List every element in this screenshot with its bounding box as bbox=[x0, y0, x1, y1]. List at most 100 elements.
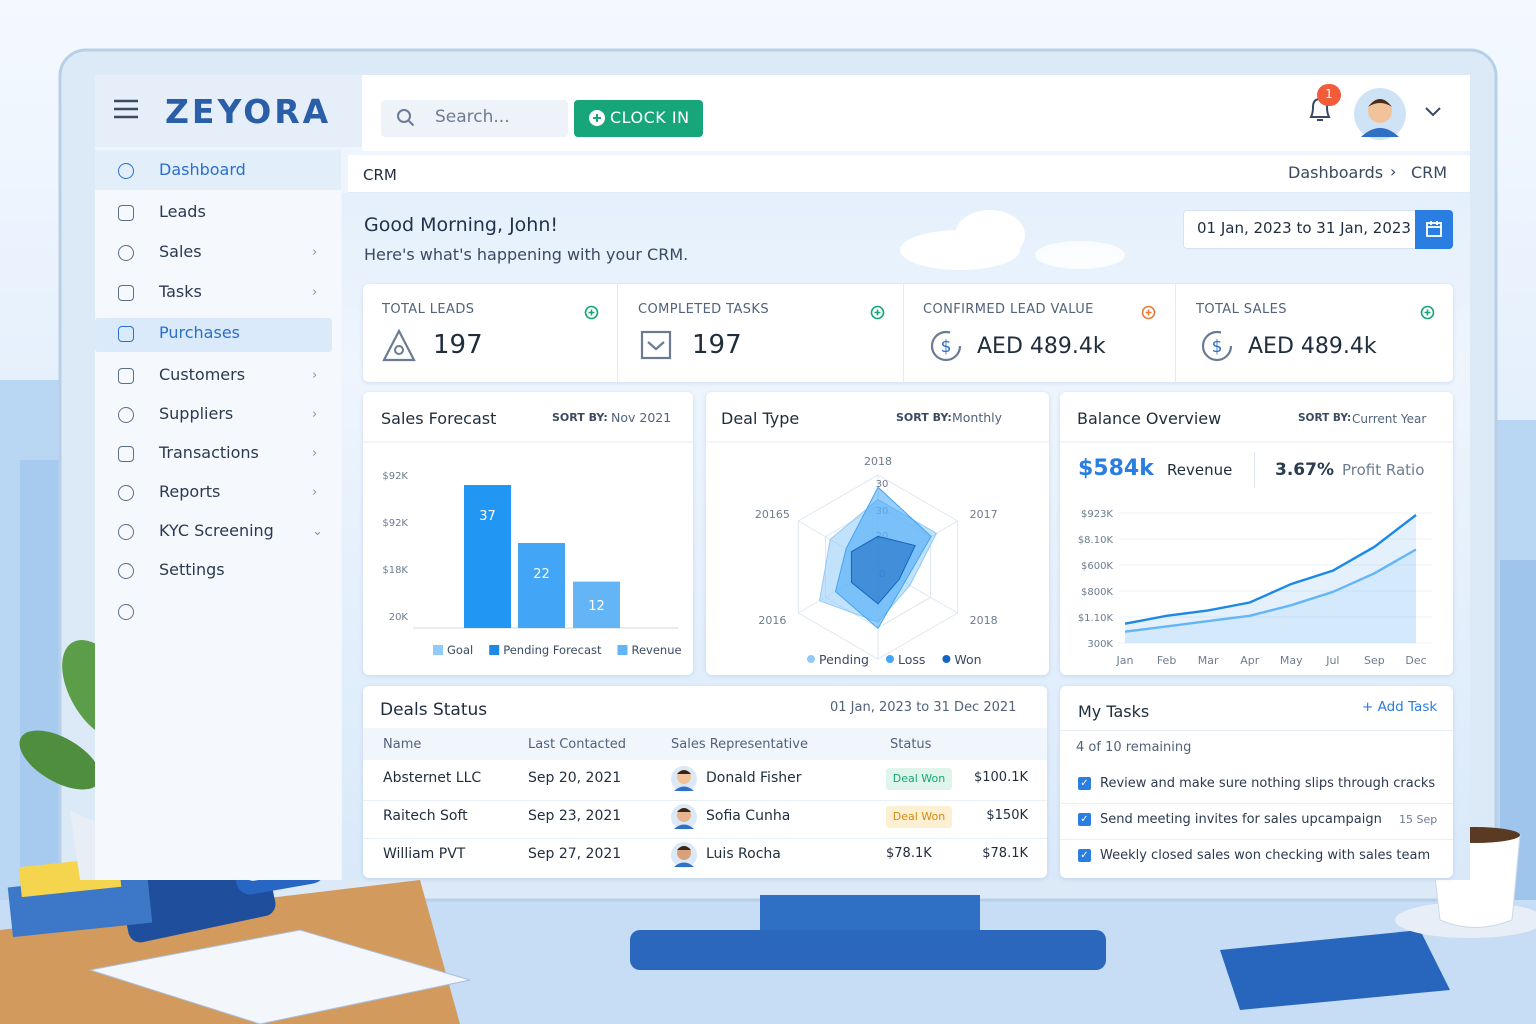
sort-label: SORT BY: bbox=[896, 411, 952, 424]
card-divider bbox=[1060, 730, 1453, 731]
deals-date-range[interactable]: 01 Jan, 2023 to 31 Dec 2021 bbox=[830, 700, 1017, 715]
nav-chevron: › bbox=[312, 446, 318, 461]
sidebar bbox=[95, 150, 341, 880]
active-nav-bg bbox=[95, 150, 341, 190]
my-tasks-card bbox=[1060, 686, 1453, 878]
nav-icon bbox=[118, 446, 134, 462]
notebook bbox=[1220, 930, 1450, 1010]
revenue-label: Revenue bbox=[1167, 461, 1233, 479]
breadcrumb-separator: › bbox=[1390, 162, 1397, 181]
column-header: Last Contacted bbox=[528, 737, 627, 752]
sort-label: SORT BY: bbox=[552, 411, 608, 424]
notification-badge bbox=[1317, 84, 1341, 106]
cell: William PVT bbox=[383, 846, 466, 862]
calendar-icon bbox=[1426, 221, 1442, 237]
task-text: Weekly closed sales won checking with sa… bbox=[1100, 848, 1431, 863]
profile-chevron[interactable] bbox=[1424, 105, 1442, 119]
cell: Raitech Soft bbox=[383, 808, 468, 824]
card-title: Balance Overview bbox=[1077, 409, 1222, 428]
nav-icon bbox=[118, 485, 134, 501]
task-checkbox[interactable]: ✓ bbox=[1078, 849, 1091, 862]
nav-icon bbox=[118, 563, 134, 579]
nav-item[interactable]: Transactions bbox=[159, 443, 259, 462]
nav-icon bbox=[118, 163, 134, 179]
date-picker[interactable] bbox=[1183, 210, 1417, 249]
sort-label: SORT BY: bbox=[1298, 412, 1352, 424]
trend-icon bbox=[1420, 305, 1435, 320]
trend-icon bbox=[584, 305, 599, 320]
nav-item[interactable]: Tasks bbox=[159, 282, 202, 301]
nav-chevron: › bbox=[312, 285, 318, 300]
divider bbox=[903, 284, 904, 382]
profit-label: Profit Ratio bbox=[1342, 461, 1425, 479]
paper bbox=[89, 929, 471, 1024]
nav-item[interactable]: Customers bbox=[159, 365, 246, 384]
leaf bbox=[19, 730, 101, 790]
nav-chevron: › bbox=[312, 407, 318, 422]
sort-value[interactable]: Current Year bbox=[1352, 412, 1427, 426]
row-divider bbox=[363, 838, 1047, 839]
monitor-stand bbox=[630, 930, 1106, 970]
stat-value: AED 489.4k bbox=[977, 334, 1106, 359]
divider bbox=[617, 284, 618, 382]
page-bar bbox=[348, 155, 1470, 193]
profit-value: 3.67% bbox=[1275, 460, 1334, 480]
status-label: Deal Won bbox=[892, 810, 946, 823]
logo: ZEYORA bbox=[165, 92, 332, 131]
sales-forecast-card bbox=[363, 392, 693, 675]
nav-item[interactable]: Dashboard bbox=[159, 160, 246, 179]
menu-icon[interactable] bbox=[112, 98, 140, 120]
add-task-button[interactable]: + Add Task bbox=[1362, 699, 1438, 715]
cell: $78.1K bbox=[886, 846, 932, 861]
logo-area bbox=[95, 75, 362, 147]
nav-item[interactable]: Purchases bbox=[159, 323, 240, 342]
greeting-subtitle: Here's what's happening with your CRM. bbox=[364, 245, 689, 264]
nav-item[interactable]: Reports bbox=[159, 482, 221, 501]
cell: Luis Rocha bbox=[706, 846, 781, 862]
nav-icon bbox=[118, 524, 134, 540]
breadcrumb[interactable]: Dashboards bbox=[1288, 163, 1384, 182]
monitor-neck bbox=[760, 895, 980, 935]
column-header: Status bbox=[890, 737, 932, 752]
clock-in-label: CLOCK IN bbox=[610, 108, 690, 127]
search-icon bbox=[397, 109, 415, 127]
column-header: Sales Representative bbox=[671, 737, 808, 752]
nav-chevron: › bbox=[312, 368, 318, 383]
notification-count: 1 bbox=[1325, 87, 1333, 101]
card-title: Deal Type bbox=[721, 409, 800, 428]
nav-icon bbox=[118, 407, 134, 423]
task-text: Review and make sure nothing slips throu… bbox=[1100, 776, 1436, 791]
task-text: Send meeting invites for sales upcampaig… bbox=[1100, 812, 1382, 827]
cell: Sep 23, 2021 bbox=[528, 808, 622, 824]
stat-value: AED 489.4k bbox=[1248, 334, 1377, 359]
cell: Sep 20, 2021 bbox=[528, 770, 622, 786]
tasks-icon bbox=[640, 330, 672, 360]
svg-text:$: $ bbox=[941, 337, 952, 357]
revenue-value: $584k bbox=[1078, 456, 1154, 481]
nav-item[interactable]: KYC Screening bbox=[159, 521, 274, 540]
tasks-remaining: 4 of 10 remaining bbox=[1076, 740, 1192, 755]
nav-item[interactable]: Leads bbox=[159, 202, 206, 221]
value-icon: $ bbox=[930, 330, 962, 362]
status-label: Deal Won bbox=[892, 772, 946, 785]
rep-avatar bbox=[671, 842, 697, 868]
nav-chevron: › bbox=[312, 485, 318, 500]
task-checkbox[interactable]: ✓ bbox=[1078, 813, 1091, 826]
stat-value: 197 bbox=[692, 330, 742, 360]
search-box[interactable] bbox=[381, 100, 568, 137]
nav-item[interactable]: Suppliers bbox=[159, 404, 234, 423]
task-date: 15 Sep bbox=[1399, 813, 1438, 826]
highlight-nav-bg bbox=[95, 318, 332, 352]
stat-label: TOTAL SALES bbox=[1196, 302, 1287, 317]
calendar-button[interactable] bbox=[1415, 210, 1453, 249]
row-divider bbox=[363, 800, 1047, 801]
nav-item[interactable]: Settings bbox=[159, 560, 225, 579]
task-checkbox[interactable]: ✓ bbox=[1078, 777, 1091, 790]
clock-icon bbox=[589, 110, 605, 126]
user-avatar[interactable] bbox=[1353, 87, 1407, 141]
sort-value[interactable]: Nov 2021 bbox=[611, 410, 672, 425]
sort-value[interactable]: Monthly bbox=[952, 410, 1003, 425]
cell: $78.1K bbox=[982, 846, 1028, 861]
nav-item[interactable]: Sales bbox=[159, 242, 202, 261]
